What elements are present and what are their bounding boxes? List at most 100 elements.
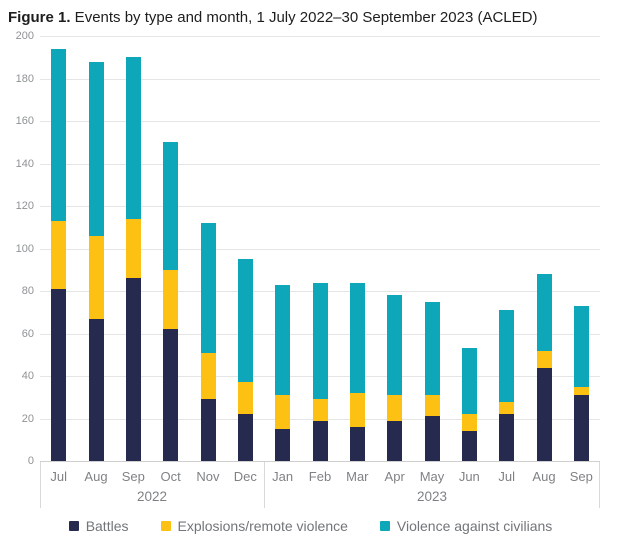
x-axis-month-label: Jul — [50, 469, 67, 484]
y-axis-tick-label: 80 — [21, 285, 34, 297]
x-axis-month-label: Feb — [308, 469, 332, 484]
bar-jan-6 — [275, 284, 291, 461]
bar-jul-0 — [51, 48, 67, 461]
bar-segment-explosions-remote-violence — [349, 393, 365, 427]
bar-apr-9 — [387, 295, 403, 461]
bar-segment-explosions-remote-violence — [536, 350, 552, 368]
bar-segment-violence-against-civilians — [163, 142, 179, 270]
bar-segment-explosions-remote-violence — [387, 395, 403, 421]
x-axis-label-area: Jul Aug Sep Oct Nov Dec Jan Feb Mar Apr May Jun Jul A… — [40, 462, 600, 508]
bar-oct-3 — [163, 142, 179, 461]
y-axis-tick-label: 120 — [15, 200, 34, 212]
bar-segment-battles — [499, 414, 515, 461]
figure-title-text: Events by type and month, 1 July 2022–30… — [70, 9, 538, 26]
bar-nov-4 — [200, 223, 216, 461]
bar-segment-violence-against-civilians — [536, 274, 552, 351]
gridline — [40, 78, 600, 80]
x-axis-month-label: Sep — [569, 469, 593, 484]
bar-segment-explosions-remote-violence — [125, 218, 141, 279]
y-axis-tick-label: 0 — [27, 455, 34, 467]
bar-segment-battles — [237, 414, 253, 461]
x-axis-month-label: Oct — [160, 469, 181, 484]
bar-segment-battles — [51, 288, 67, 461]
bar-segment-explosions-remote-violence — [237, 382, 253, 415]
bar-segment-violence-against-civilians — [424, 301, 440, 396]
bar-segment-explosions-remote-violence — [200, 352, 216, 400]
x-axis-month-label: Dec — [233, 469, 257, 484]
legend-label: Violence against civilians — [396, 518, 553, 534]
bar-segment-battles — [573, 395, 589, 461]
bar-segment-violence-against-civilians — [237, 259, 253, 383]
x-axis-month-label: May — [419, 469, 445, 484]
gridline — [40, 36, 600, 37]
bar-segment-battles — [200, 399, 216, 461]
gridline — [40, 206, 600, 207]
bar-segment-violence-against-civilians — [200, 223, 216, 353]
bar-jun-11 — [461, 348, 477, 461]
x-axis-month-label: Apr — [384, 469, 405, 484]
gridline — [40, 248, 600, 250]
bar-segment-explosions-remote-violence — [424, 395, 440, 417]
y-axis-tick-label: 40 — [21, 370, 34, 382]
bar-segment-battles — [275, 429, 291, 461]
bar-segment-battles — [312, 420, 328, 461]
x-axis-month-label: Jun — [458, 469, 480, 484]
legend-item-violence-against-civilians: Violence against civilians — [379, 518, 553, 534]
bar-segment-battles — [461, 431, 477, 461]
chart-legend: Battles Explosions/remote violence Violenc… — [0, 514, 621, 538]
bar-segment-violence-against-civilians — [125, 57, 141, 219]
bar-may-10 — [424, 301, 440, 461]
bar-segment-battles — [536, 367, 552, 461]
bar-segment-violence-against-civilians — [461, 348, 477, 415]
legend-swatch-icon — [160, 521, 171, 531]
bar-segment-explosions-remote-violence — [51, 220, 67, 289]
plot-area: 0 20 40 60 80 100 120 140 160 180 200 — [16, 31, 600, 467]
bar-dec-5 — [237, 259, 253, 461]
bar-segment-battles — [125, 278, 141, 461]
figure-title-prefix: Figure 1. — [8, 9, 71, 26]
x-axis-year-label: 2022 — [136, 489, 168, 504]
legend-swatch-icon — [68, 521, 79, 531]
y-axis-tick-label: 160 — [15, 115, 34, 127]
bar-jul-12 — [499, 310, 515, 461]
bar-segment-explosions-remote-violence — [275, 395, 291, 430]
bar-sep-14 — [573, 305, 589, 461]
legend-label: Explosions/remote violence — [177, 518, 348, 534]
bar-segment-explosions-remote-violence — [573, 386, 589, 396]
x-axis-month-label: Mar — [346, 469, 369, 484]
bar-segment-explosions-remote-violence — [312, 399, 328, 421]
bar-segment-violence-against-civilians — [349, 282, 365, 393]
x-axis-month-label: Aug — [532, 469, 556, 484]
bar-aug-1 — [88, 61, 104, 461]
figure-title: Figure 1. Events by type and month, 1 Ju… — [8, 8, 616, 27]
y-axis-tick-label: 200 — [15, 30, 34, 42]
bar-segment-violence-against-civilians — [573, 305, 589, 387]
x-axis-month-label: Aug — [84, 469, 108, 484]
axis-divider-line — [599, 462, 600, 508]
bar-segment-explosions-remote-violence — [88, 235, 104, 319]
legend-label: Battles — [85, 518, 129, 534]
y-axis-tick-label: 180 — [15, 72, 34, 85]
bar-mar-8 — [349, 282, 365, 461]
legend-item-explosions-remote-violence: Explosions/remote violence — [160, 518, 348, 534]
y-axis-tick-label: 100 — [15, 242, 34, 255]
bar-segment-battles — [349, 427, 365, 461]
y-axis-tick-label: 140 — [15, 157, 34, 170]
bar-aug-13 — [536, 274, 552, 461]
y-axis-tick-label: 60 — [21, 327, 34, 340]
bar-segment-explosions-remote-violence — [461, 414, 477, 432]
x-axis-month-label: Jul — [498, 469, 515, 484]
bar-segment-violence-against-civilians — [387, 295, 403, 396]
axis-divider-line — [264, 462, 265, 508]
bar-segment-battles — [424, 416, 440, 461]
x-axis-line — [40, 461, 600, 462]
axis-divider-line — [40, 462, 41, 508]
x-axis-year-label: 2023 — [416, 489, 448, 504]
legend-swatch-icon — [379, 521, 390, 531]
bar-segment-violence-against-civilians — [88, 61, 104, 236]
bar-segment-battles — [163, 329, 179, 461]
bar-segment-explosions-remote-violence — [163, 269, 179, 330]
bar-segment-violence-against-civilians — [275, 284, 291, 396]
y-axis-tick-label: 20 — [21, 412, 34, 425]
